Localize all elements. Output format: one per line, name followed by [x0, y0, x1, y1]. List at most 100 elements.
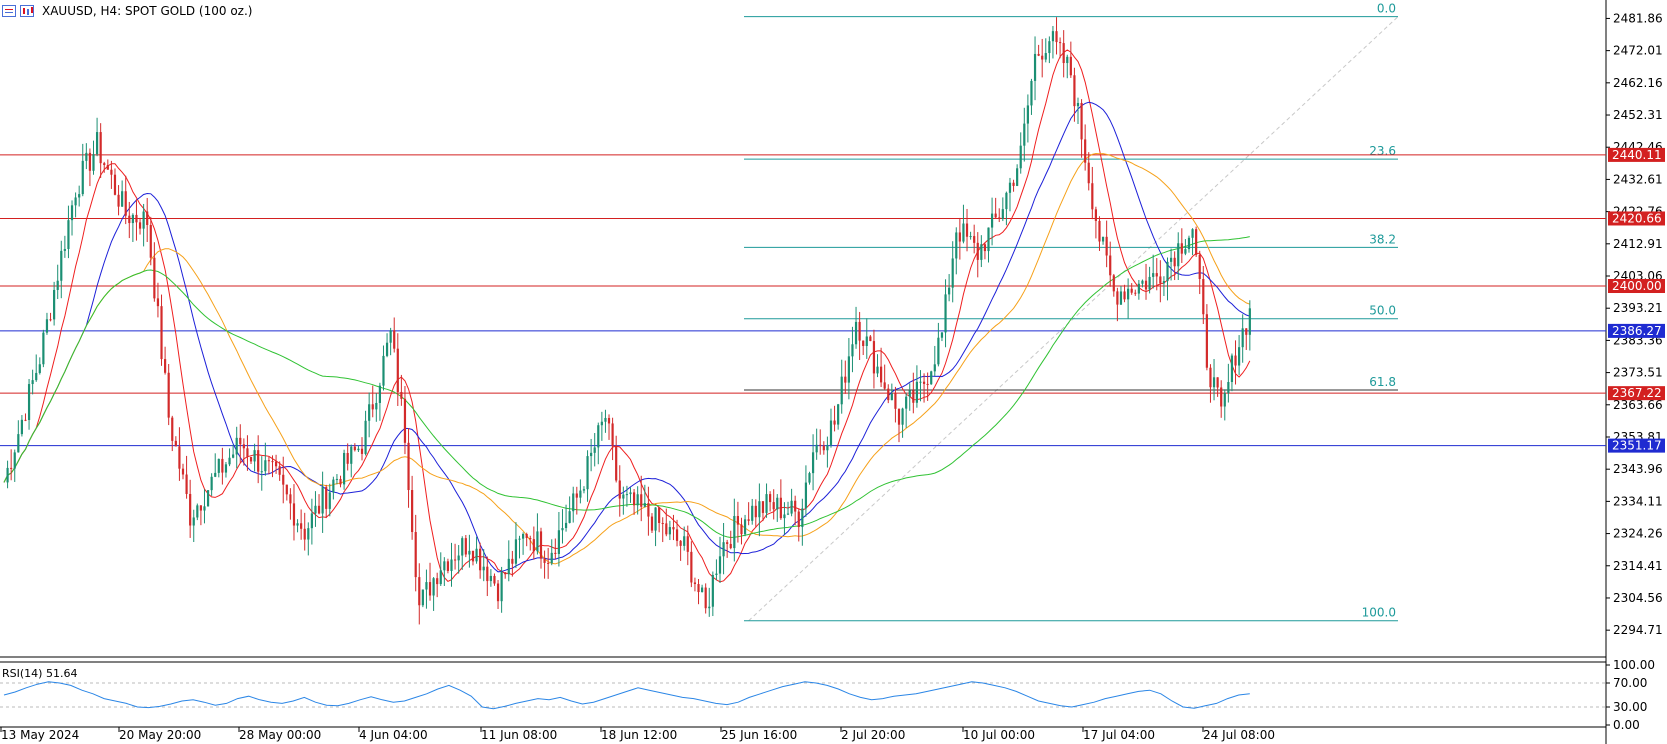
candle-body: [829, 420, 833, 445]
candle-body: [124, 191, 127, 216]
candle-body: [56, 280, 59, 290]
candle-body: [822, 445, 825, 451]
candle: [10, 449, 13, 481]
candle: [948, 274, 951, 302]
candle: [189, 479, 192, 538]
candle: [63, 235, 66, 258]
candle: [489, 569, 492, 587]
fib-level-label: 0.0: [1377, 2, 1396, 16]
candle: [153, 242, 156, 302]
candle: [461, 536, 464, 570]
candle: [930, 370, 933, 385]
candle: [1037, 44, 1040, 57]
candle-body: [1080, 102, 1083, 140]
candle: [332, 476, 335, 500]
candle: [267, 456, 271, 475]
chart-list-icon[interactable]: [2, 5, 16, 17]
candle: [761, 501, 765, 522]
candle-body: [880, 366, 883, 383]
candle-body: [221, 458, 224, 473]
candle: [160, 294, 163, 366]
candle-body: [980, 244, 983, 260]
candle: [1141, 279, 1144, 288]
candle-body: [862, 340, 865, 347]
candle-body: [135, 214, 138, 223]
candle: [310, 498, 313, 545]
candle: [887, 384, 890, 404]
candle: [640, 475, 643, 522]
candle: [242, 438, 245, 466]
candle: [1173, 251, 1176, 281]
candle-body: [1008, 182, 1012, 193]
candle: [647, 486, 650, 536]
candle: [969, 231, 972, 240]
candle: [214, 453, 217, 478]
candle: [78, 185, 81, 207]
candle: [672, 514, 675, 541]
candle: [128, 201, 131, 239]
candle-body: [171, 417, 174, 441]
candle-body: [747, 519, 750, 521]
candle: [611, 417, 614, 461]
candle-body: [246, 448, 249, 458]
candle: [1016, 164, 1019, 187]
candle: [171, 415, 174, 452]
fib-level-label: 38.2: [1369, 232, 1396, 246]
candle: [303, 512, 306, 551]
candle: [135, 199, 138, 241]
candle: [1169, 248, 1173, 281]
candle: [658, 506, 661, 533]
candle-body: [1155, 273, 1158, 277]
candle: [1184, 239, 1187, 256]
candle-body: [1198, 254, 1201, 279]
candle-body: [393, 330, 396, 349]
candle-body: [1141, 280, 1144, 284]
candle: [837, 403, 840, 430]
candle-body: [20, 419, 23, 435]
candle-body: [461, 538, 464, 556]
candle-body: [95, 132, 99, 155]
candle: [797, 509, 800, 542]
candle-body: [1234, 355, 1237, 366]
candle: [783, 502, 786, 535]
candle: [1159, 260, 1162, 303]
candle: [940, 332, 944, 342]
candle: [1098, 216, 1101, 251]
candle-body: [1248, 308, 1251, 335]
candle-body: [547, 562, 550, 564]
candle-body: [532, 539, 535, 552]
price-tag-label: 2440.11: [1612, 148, 1662, 162]
candle: [751, 498, 754, 525]
candle: [564, 504, 568, 532]
candle-body: [797, 511, 800, 528]
candle-body: [507, 558, 510, 575]
candle-body: [751, 505, 754, 521]
candle-body: [869, 336, 872, 342]
candle: [49, 312, 52, 322]
candle: [786, 501, 790, 516]
candle-body: [92, 154, 95, 171]
candle-body: [590, 452, 593, 457]
candle: [1127, 278, 1130, 319]
candle-body: [500, 572, 503, 602]
candle-body: [1127, 288, 1130, 300]
candle: [1073, 67, 1076, 122]
candle: [1023, 107, 1026, 162]
candle-body: [425, 582, 428, 590]
candle: [1137, 280, 1140, 300]
candle-body: [42, 332, 45, 365]
candle: [1105, 220, 1108, 268]
candle: [1148, 266, 1151, 294]
candle: [1245, 328, 1248, 350]
candle: [421, 589, 424, 608]
candle-body: [432, 578, 435, 596]
candle-body: [600, 421, 603, 426]
candle: [865, 318, 868, 359]
bar-chart-icon[interactable]: [20, 5, 34, 17]
candle-body: [518, 538, 521, 540]
candle: [697, 579, 700, 605]
candle: [24, 413, 27, 422]
candle: [883, 364, 886, 391]
candle-body: [210, 476, 213, 491]
